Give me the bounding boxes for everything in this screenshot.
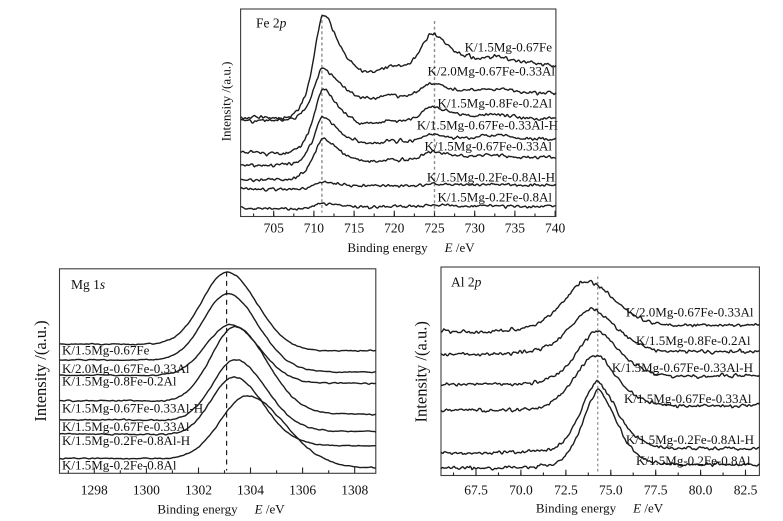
svg-text:K/1.5Mg-0.8Fe-0.2Al: K/1.5Mg-0.8Fe-0.2Al bbox=[438, 96, 553, 111]
svg-text:1302: 1302 bbox=[185, 483, 212, 498]
svg-text:77.5: 77.5 bbox=[644, 483, 668, 498]
svg-text:Intensity /(a.u.): Intensity /(a.u.) bbox=[412, 321, 431, 422]
svg-text:70.0: 70.0 bbox=[509, 483, 533, 498]
svg-text:K/1.5Mg-0.67Fe: K/1.5Mg-0.67Fe bbox=[465, 40, 553, 55]
svg-text:K/1.5Mg-0.2Fe-0.8Al-H: K/1.5Mg-0.2Fe-0.8Al-H bbox=[62, 433, 190, 448]
svg-text:K/1.5Mg-0.67Fe-0.33Al-H: K/1.5Mg-0.67Fe-0.33Al-H bbox=[417, 118, 558, 133]
svg-text:K/1.5Mg-0.67Fe-0.33Al: K/1.5Mg-0.67Fe-0.33Al bbox=[624, 391, 752, 406]
svg-text:710: 710 bbox=[304, 221, 325, 236]
svg-text:715: 715 bbox=[344, 221, 365, 236]
svg-text:1298: 1298 bbox=[81, 483, 108, 498]
svg-text:67.5: 67.5 bbox=[464, 483, 488, 498]
svg-text:Fe 2p: Fe 2p bbox=[256, 16, 287, 31]
svg-text:K/1.5Mg-0.67Fe-0.33Al: K/1.5Mg-0.67Fe-0.33Al bbox=[425, 139, 553, 154]
svg-text:1300: 1300 bbox=[133, 483, 160, 498]
svg-text:K/1.5Mg-0.2Fe-0.8Al: K/1.5Mg-0.2Fe-0.8Al bbox=[62, 458, 177, 473]
svg-text:1306: 1306 bbox=[289, 483, 316, 498]
svg-text:K/1.5Mg-0.67Fe-0.33Al: K/1.5Mg-0.67Fe-0.33Al bbox=[62, 419, 190, 434]
svg-text:740: 740 bbox=[545, 221, 566, 236]
svg-text:K/1.5Mg-0.2Fe-0.8Al: K/1.5Mg-0.2Fe-0.8Al bbox=[636, 453, 751, 468]
svg-text:Mg 1s: Mg 1s bbox=[71, 277, 105, 292]
svg-text:725: 725 bbox=[424, 221, 445, 236]
svg-text:K/2.0Mg-0.67Fe-0.33Al: K/2.0Mg-0.67Fe-0.33Al bbox=[428, 64, 556, 79]
svg-text:K/2.0Mg-0.67Fe-0.33Al: K/2.0Mg-0.67Fe-0.33Al bbox=[626, 304, 754, 319]
svg-text:K/1.5Mg-0.67Fe: K/1.5Mg-0.67Fe bbox=[62, 343, 150, 358]
svg-text:1304: 1304 bbox=[237, 483, 264, 498]
svg-text:K/1.5Mg-0.8Fe-0.2Al: K/1.5Mg-0.8Fe-0.2Al bbox=[636, 333, 751, 348]
svg-text:K/2.0Mg-0.67Fe-0.33Al: K/2.0Mg-0.67Fe-0.33Al bbox=[62, 361, 190, 376]
svg-text:K/1.5Mg-0.8Fe-0.2Al: K/1.5Mg-0.8Fe-0.2Al bbox=[62, 374, 177, 389]
svg-text:82.5: 82.5 bbox=[734, 483, 758, 498]
svg-text:K/1.5Mg-0.2Fe-0.8Al-H: K/1.5Mg-0.2Fe-0.8Al-H bbox=[626, 432, 754, 447]
svg-text:1308: 1308 bbox=[341, 483, 368, 498]
svg-text:Al 2p: Al 2p bbox=[451, 275, 482, 290]
svg-text:Intensity /(a.u.): Intensity /(a.u.) bbox=[31, 320, 50, 421]
svg-text:735: 735 bbox=[505, 221, 526, 236]
svg-text:72.5: 72.5 bbox=[554, 483, 578, 498]
svg-text:730: 730 bbox=[465, 221, 486, 236]
svg-text:K/1.5Mg-0.2Fe-0.8Al: K/1.5Mg-0.2Fe-0.8Al bbox=[438, 190, 553, 205]
svg-text:K/1.5Mg-0.67Fe-0.33Al-H: K/1.5Mg-0.67Fe-0.33Al-H bbox=[62, 400, 203, 415]
svg-text:705: 705 bbox=[264, 221, 285, 236]
svg-text:720: 720 bbox=[384, 221, 405, 236]
svg-text:80.0: 80.0 bbox=[689, 483, 713, 498]
svg-text:Intensity /(a.u.): Intensity /(a.u.) bbox=[219, 62, 234, 142]
svg-text:75.0: 75.0 bbox=[599, 483, 623, 498]
svg-text:K/1.5Mg-0.67Fe-0.33Al-H: K/1.5Mg-0.67Fe-0.33Al-H bbox=[612, 360, 753, 375]
svg-text:K/1.5Mg-0.2Fe-0.8Al-H: K/1.5Mg-0.2Fe-0.8Al-H bbox=[427, 170, 555, 185]
